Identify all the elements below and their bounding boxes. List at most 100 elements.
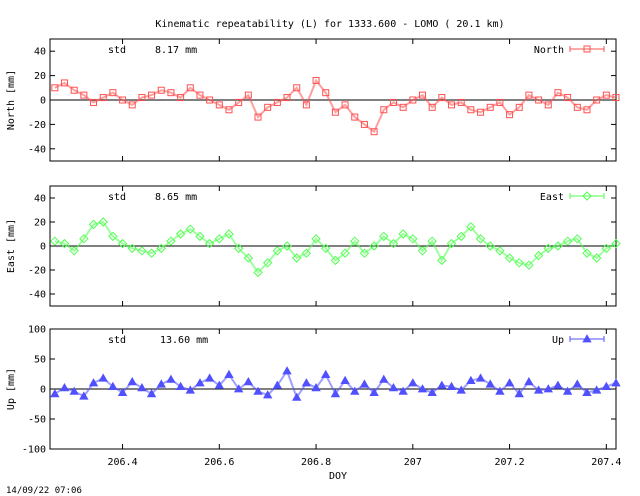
- data-point-up: [311, 382, 321, 392]
- data-point-north: [544, 101, 552, 109]
- xtick-label: 206.8: [301, 457, 331, 468]
- xtick-label: 207.4: [591, 457, 621, 468]
- data-point-north: [612, 94, 620, 102]
- xtick-label: 206.4: [108, 457, 138, 468]
- data-point-east: [553, 241, 563, 251]
- chart-title: Kinematic repeatability (L) for 1333.600…: [155, 19, 504, 30]
- data-point-up: [504, 378, 515, 387]
- data-point-up: [156, 379, 166, 388]
- data-point-up: [185, 385, 195, 394]
- ytick-label-up: 100: [28, 325, 46, 336]
- data-point-up: [166, 374, 176, 383]
- data-point-east: [340, 248, 350, 258]
- legend-marker-east: [582, 191, 592, 201]
- data-point-north: [215, 101, 223, 109]
- data-point-east: [582, 248, 592, 258]
- data-point-east: [446, 238, 457, 249]
- data-point-east: [572, 234, 583, 244]
- data-point-up: [127, 376, 137, 386]
- data-point-east: [137, 246, 147, 256]
- std-label-north: std: [108, 45, 126, 56]
- data-point-north: [573, 103, 581, 111]
- xtick-label: 206.6: [204, 457, 234, 468]
- data-point-east: [204, 238, 215, 249]
- data-point-north: [525, 91, 533, 99]
- data-point-north: [564, 94, 572, 102]
- data-point-up: [195, 378, 205, 387]
- data-point-up: [224, 369, 234, 378]
- data-point-up: [243, 376, 254, 386]
- data-point-up: [79, 391, 89, 400]
- data-point-north: [177, 94, 185, 102]
- data-point-east: [108, 231, 118, 242]
- data-point-up: [427, 387, 437, 396]
- data-point-east: [495, 246, 505, 256]
- data-point-north: [448, 101, 456, 109]
- data-point-up: [292, 392, 302, 401]
- legend-label-north: North: [534, 45, 564, 56]
- data-point-north: [283, 94, 291, 102]
- data-point-east: [408, 234, 418, 244]
- data-point-up: [446, 381, 457, 390]
- data-point-up: [282, 366, 292, 375]
- data-point-east: [195, 231, 205, 242]
- ytick-label-east: -40: [28, 290, 46, 301]
- data-point-up: [553, 380, 563, 389]
- data-point-east: [243, 253, 254, 263]
- ytick-label-east: 40: [34, 194, 46, 205]
- data-point-north: [467, 106, 475, 114]
- data-point-up: [398, 386, 408, 395]
- data-point-up: [437, 380, 447, 389]
- data-point-east: [417, 246, 428, 256]
- y-axis-label-north: North [mm]: [6, 70, 17, 130]
- data-point-north: [206, 96, 214, 104]
- data-point-north: [351, 113, 359, 121]
- data-point-up: [582, 387, 592, 396]
- data-point-east: [379, 231, 389, 242]
- data-point-up: [591, 385, 602, 394]
- data-point-up: [379, 374, 389, 383]
- data-point-up: [117, 387, 128, 396]
- data-point-up: [466, 375, 476, 384]
- data-point-up: [330, 388, 341, 398]
- data-point-east: [146, 248, 157, 258]
- data-point-north: [331, 108, 339, 116]
- data-point-east: [456, 231, 466, 242]
- data-point-east: [543, 243, 553, 254]
- data-point-east: [330, 255, 341, 266]
- data-point-up: [524, 376, 534, 386]
- data-point-up: [321, 369, 331, 378]
- data-point-up: [233, 384, 244, 393]
- data-point-up: [146, 388, 157, 398]
- data-point-north: [370, 128, 378, 136]
- ytick-label-east: -20: [28, 266, 46, 277]
- data-point-north: [254, 113, 262, 121]
- data-point-north: [477, 108, 485, 116]
- data-point-north: [167, 89, 175, 97]
- data-point-east: [224, 229, 234, 239]
- data-point-north: [273, 98, 281, 106]
- data-point-up: [533, 385, 544, 394]
- x-axis-label: DOY: [329, 471, 347, 482]
- data-point-east: [50, 236, 60, 246]
- data-point-north: [61, 79, 69, 87]
- ytick-label-up: 0: [40, 385, 46, 396]
- data-point-up: [301, 378, 312, 387]
- data-point-east: [88, 219, 99, 230]
- data-point-east: [437, 255, 447, 266]
- data-point-east: [601, 243, 612, 254]
- ytick-label-north: -20: [28, 120, 46, 131]
- data-point-north: [418, 91, 426, 99]
- data-point-north: [341, 101, 349, 109]
- data-point-north: [486, 103, 494, 111]
- data-point-east: [98, 217, 108, 227]
- data-point-east: [350, 236, 360, 246]
- data-point-east: [359, 248, 370, 258]
- data-point-up: [485, 379, 495, 388]
- data-point-north: [428, 103, 436, 111]
- data-point-north: [264, 103, 272, 111]
- ytick-label-north: 0: [40, 96, 46, 107]
- legend-label-east: East: [540, 192, 564, 203]
- data-point-up: [495, 386, 505, 395]
- data-point-north: [51, 84, 59, 92]
